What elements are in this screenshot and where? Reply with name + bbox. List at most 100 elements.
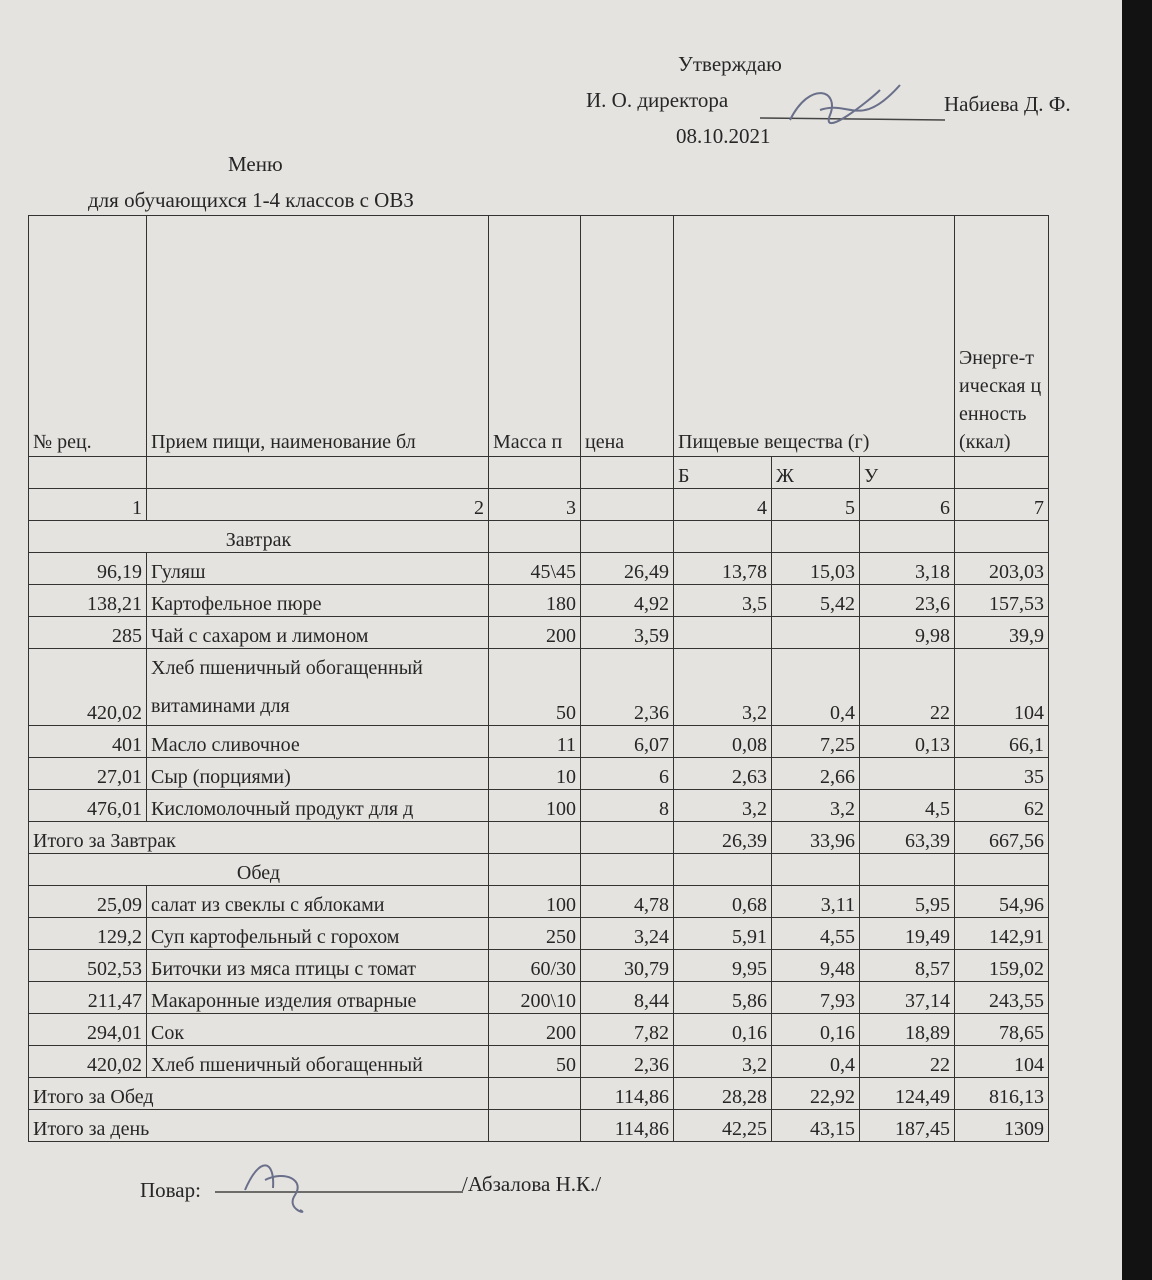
menu-value: 3,2 (673, 648, 772, 726)
table-row: 420,02 Хлеб пшеничный обогащенный витамин… (28, 648, 1049, 726)
menu-value: 0,4 (771, 1045, 860, 1078)
menu-value: 5,42 (771, 584, 860, 617)
menu-value: 157,53 (954, 584, 1049, 617)
menu-value: 9,48 (771, 949, 860, 982)
menu-value: 294,01 (28, 1013, 147, 1046)
menu-value: 5,86 (673, 981, 772, 1014)
column-number: 1 (28, 488, 147, 521)
total-value: 1309 (954, 1109, 1049, 1142)
menu-value: 0,13 (859, 725, 955, 758)
dish-name: Гуляш (146, 552, 489, 585)
menu-value: 180 (488, 584, 581, 617)
menu-value: 138,21 (28, 584, 147, 617)
menu-value: 420,02 (28, 1045, 147, 1078)
empty-cell (488, 456, 581, 489)
menu-value: 420,02 (28, 648, 147, 726)
menu-value: 129,2 (28, 917, 147, 950)
section-label: Завтрак (28, 520, 489, 553)
menu-value: 203,03 (954, 552, 1049, 585)
total-value: 63,39 (859, 821, 955, 854)
column-number: 2 (146, 488, 489, 521)
menu-value: 39,9 (954, 616, 1049, 649)
menu-value: 23,6 (859, 584, 955, 617)
dish-name: Биточки из мяса птицы с томат (146, 949, 489, 982)
menu-value: 37,14 (859, 981, 955, 1014)
menu-value: 27,01 (28, 757, 147, 790)
total-value: 28,28 (673, 1077, 772, 1110)
menu-value: 3,5 (673, 584, 772, 617)
menu-value: 4,78 (580, 885, 674, 918)
menu-value: 3,18 (859, 552, 955, 585)
dish-name: Сыр (порциями) (146, 757, 489, 790)
menu-value: 159,02 (954, 949, 1049, 982)
menu-value: 45\45 (488, 552, 581, 585)
menu-value: 15,03 (771, 552, 860, 585)
total-value: 33,96 (771, 821, 860, 854)
menu-value: 104 (954, 1045, 1049, 1078)
header-cell: Прием пищи, наименование бл (146, 215, 489, 457)
total-value: 114,86 (580, 1109, 674, 1142)
total-value: 43,15 (771, 1109, 860, 1142)
total-value: 26,39 (673, 821, 772, 854)
approval-date: 08.10.2021 (676, 124, 771, 148)
empty-cell (488, 821, 581, 854)
empty-cell (673, 853, 772, 886)
menu-value: 250 (488, 917, 581, 950)
table-row: 401 Масло сливочное 11 6,07 0,08 7,25 0,13 66,1 (28, 725, 1049, 758)
total-value: 42,25 (673, 1109, 772, 1142)
menu-value: 19,49 (859, 917, 955, 950)
menu-value: 96,19 (28, 552, 147, 585)
table-row: 138,21 Картофельное пюре 180 4,92 3,5 5,42 23,… (28, 584, 1049, 617)
empty-cell (771, 853, 860, 886)
menu-value: 8,44 (580, 981, 674, 1014)
menu-value: 7,25 (771, 725, 860, 758)
total-label: Итого за Обед (28, 1077, 489, 1110)
empty-cell (488, 1077, 581, 1110)
table-row: Итого за Обед 114,86 28,28 22,92 124,49 816,1… (28, 1077, 1049, 1110)
menu-value: 200 (488, 616, 581, 649)
footer-role: Повар: (140, 1178, 201, 1202)
menu-value: 3,2 (673, 1045, 772, 1078)
menu-value: 13,78 (673, 552, 772, 585)
nutrient-label: У (859, 456, 955, 489)
menu-value: 0,68 (673, 885, 772, 918)
menu-value: 285 (28, 616, 147, 649)
section-label: Обед (28, 853, 489, 886)
total-value (580, 821, 674, 854)
empty-cell (859, 853, 955, 886)
dish-name: салат из свеклы с яблоками (146, 885, 489, 918)
total-value: 22,92 (771, 1077, 860, 1110)
header-cell: Пищевые вещества (г) (673, 215, 955, 457)
menu-value: 66,1 (954, 725, 1049, 758)
table-row: Итого за день 114,86 42,25 43,15 187,45 1309 (28, 1109, 1049, 1142)
empty-cell (28, 456, 147, 489)
menu-value: 2,63 (673, 757, 772, 790)
dish-name: Макаронные изделия отварные (146, 981, 489, 1014)
menu-value: 50 (488, 1045, 581, 1078)
menu-value: 243,55 (954, 981, 1049, 1014)
menu-value: 211,47 (28, 981, 147, 1014)
table-row: Обед (28, 853, 1049, 886)
dish-name: Картофельное пюре (146, 584, 489, 617)
table-row: 502,53 Биточки из мяса птицы с томат 60/30… (28, 949, 1049, 982)
total-value: 667,56 (954, 821, 1049, 854)
total-value: 187,45 (859, 1109, 955, 1142)
menu-value: 50 (488, 648, 581, 726)
menu-value: 35 (954, 757, 1049, 790)
menu-table: № рец. Прием пищи, наименование бл Масса п… (28, 215, 1049, 1142)
table-row: 420,02 Хлеб пшеничный обогащенный 50 2,36 3,… (28, 1045, 1049, 1078)
menu-value: 6,07 (580, 725, 674, 758)
menu-value: 30,79 (580, 949, 674, 982)
empty-cell (954, 853, 1049, 886)
empty-cell (580, 456, 674, 489)
header-cell: Энерге-тическая ценность (ккал) (954, 215, 1049, 457)
menu-value: 3,59 (580, 616, 674, 649)
dish-name: Хлеб пшеничный обогащенный витаминами дл… (146, 648, 489, 726)
approval-name: Набиева Д. Ф. (944, 92, 1071, 116)
dish-name: Чай с сахаром и лимоном (146, 616, 489, 649)
table-row: 27,01 Сыр (порциями) 10 6 2,63 2,66 35 (28, 757, 1049, 790)
header-cell: Масса п (488, 215, 581, 457)
menu-value: 2,36 (580, 1045, 674, 1078)
menu-value: 11 (488, 725, 581, 758)
